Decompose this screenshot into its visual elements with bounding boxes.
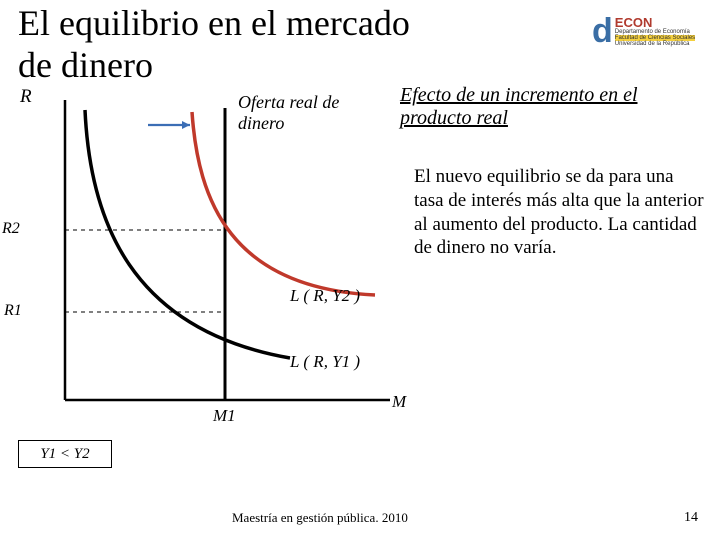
decon-logo: d ECON Departamento de Economía Facultad… — [592, 10, 712, 52]
footer-text: Maestría en gestión pública. 2010 — [232, 510, 408, 526]
graph-svg — [30, 100, 400, 430]
money-market-graph — [30, 100, 400, 430]
title-line-1: El equilibrio en el mercado — [18, 2, 410, 44]
curve-label-l-y1: L ( R, Y1 ) — [290, 352, 360, 372]
logo-econ-text: ECON — [615, 16, 695, 29]
axis-label-m: M — [392, 392, 406, 412]
title-line-2: de dinero — [18, 44, 153, 86]
logo-sub-3: Universidad de la República — [615, 41, 695, 47]
axis-label-r: R — [20, 86, 32, 108]
logo-d-glyph: d — [592, 12, 613, 51]
page-number: 14 — [684, 510, 698, 526]
side-heading: Efecto de un incremento en el producto r… — [400, 84, 700, 130]
y1-lt-y2-box: Y1 < Y2 — [18, 440, 112, 468]
tick-label-r1: R1 — [4, 302, 22, 320]
tick-label-m1: M1 — [213, 406, 236, 426]
curve-label-l-y2: L ( R, Y2 ) — [290, 286, 360, 306]
supply-label: Oferta real de dinero — [238, 92, 368, 134]
tick-label-r2: R2 — [2, 220, 20, 238]
side-body-text: El nuevo equilibrio se da para una tasa … — [414, 165, 704, 260]
